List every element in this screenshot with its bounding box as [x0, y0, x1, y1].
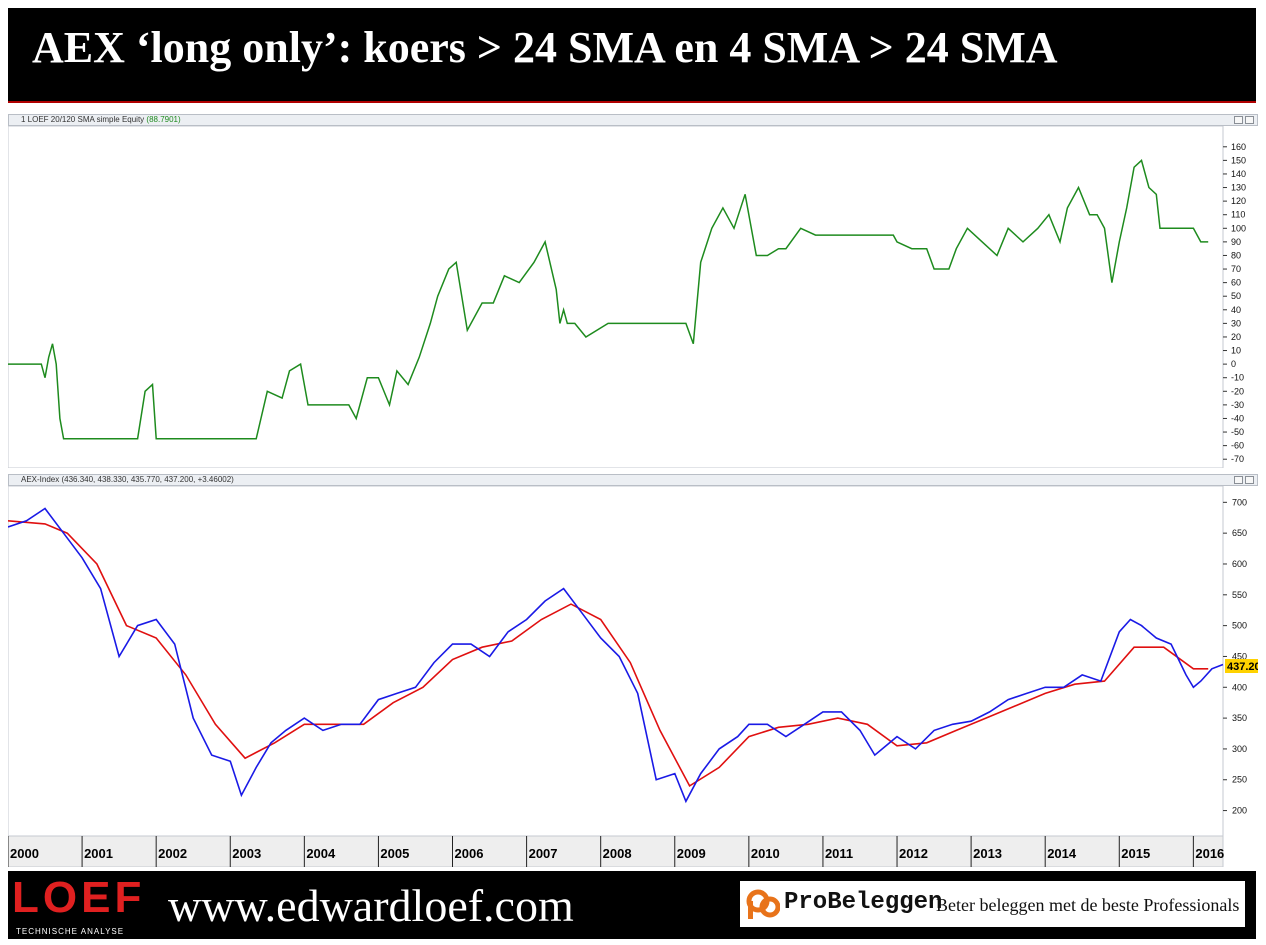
logo-subtitle: TECHNISCHE ANALYSE: [16, 927, 125, 936]
equity-y-tick-label: 160: [1231, 142, 1246, 152]
equity-line: [8, 159, 1209, 440]
year-tick-label: 2005: [380, 846, 409, 861]
last-value-badge-text: 437.20: [1227, 661, 1258, 673]
price-y-tick-label: 250: [1232, 775, 1247, 785]
equity-value: (88.7901): [146, 115, 181, 124]
last-value-badge-box: [1225, 659, 1258, 673]
equity-y-tick-label: 120: [1231, 196, 1246, 206]
year-tick-label: 2013: [973, 846, 1002, 861]
year-tick-label: 2008: [603, 846, 632, 861]
year-tick-label: 2001: [84, 846, 113, 861]
equity-y-tick-label: -20: [1231, 386, 1244, 396]
price-y-tick-label: 650: [1232, 528, 1247, 538]
page-title: AEX ‘long only’: koers > 24 SMA en 4 SMA…: [32, 23, 1058, 72]
sma-24-line: [8, 520, 1209, 788]
year-tick-label: 2015: [1121, 846, 1150, 861]
equity-y-tick-label: -40: [1231, 413, 1244, 423]
title-bar: AEX ‘long only’: koers > 24 SMA en 4 SMA…: [8, 8, 1256, 103]
restore-icon[interactable]: [1234, 476, 1243, 484]
price-panel: AEX-Index (436.340, 438.330, 435.770, 43…: [8, 474, 1258, 867]
close-icon[interactable]: [1245, 476, 1254, 484]
year-tick-label: 2007: [529, 846, 558, 861]
equity-y-tick-label: 50: [1231, 291, 1241, 301]
price-y-tick-label: 200: [1232, 806, 1247, 816]
equity-y-tick-label: -30: [1231, 400, 1244, 410]
price-y-tick-label: 550: [1232, 590, 1247, 600]
year-tick-label: 2014: [1047, 846, 1077, 861]
equity-y-tick-label: 70: [1231, 264, 1241, 274]
equity-y-tick-label: -60: [1231, 441, 1244, 451]
equity-label: 1 LOEF 20/120 SMA simple Equity: [21, 115, 145, 124]
year-tick-label: 2004: [306, 846, 336, 861]
equity-y-tick-label: 110: [1231, 210, 1245, 220]
equity-y-tick-label: 60: [1231, 278, 1241, 288]
year-tick-label: 2000: [10, 846, 39, 861]
equity-y-tick-label: 140: [1231, 169, 1246, 179]
year-tick-label: 2016: [1195, 846, 1224, 861]
year-tick-label: 2003: [232, 846, 261, 861]
year-tick-label: 2012: [899, 846, 928, 861]
equity-y-tick-label: 40: [1231, 305, 1241, 315]
price-y-axis: 700 650 600 550 500 450 400 350 300 250 200: [1223, 497, 1247, 816]
equity-y-axis: 1601501401301201101009080706050403020100…: [1223, 142, 1246, 464]
price-y-tick-label: 300: [1232, 744, 1247, 754]
price-y-tick-label: 400: [1232, 682, 1247, 692]
probeleggen-icon: [746, 889, 780, 919]
probeleggen-banner[interactable]: ProBeleggen Beter beleggen met de beste …: [740, 881, 1245, 927]
equity-y-tick-label: 130: [1231, 183, 1246, 193]
year-tick-label: 2006: [455, 846, 484, 861]
year-tick-label: 2002: [158, 846, 187, 861]
logo-text: LOEF: [12, 873, 146, 922]
price-plot-area: [8, 486, 1224, 837]
price-label: AEX-Index (436.340, 438.330, 435.770, 43…: [21, 475, 234, 484]
equity-y-tick-label: 80: [1231, 250, 1241, 260]
price-x-axis: 2000 2001 2002 2003 2004 2005 2006 2007 2008 2009…: [8, 836, 1224, 867]
equity-y-tick-label: 0: [1231, 359, 1236, 369]
price-y-tick-label: 500: [1232, 621, 1247, 631]
x-axis-band: [8, 835, 1224, 867]
equity-y-tick-label: 90: [1231, 237, 1241, 247]
year-tick-label: 2011: [825, 846, 853, 861]
close-icon[interactable]: [1245, 116, 1254, 124]
restore-icon[interactable]: [1234, 116, 1243, 124]
equity-y-tick-label: -70: [1231, 454, 1244, 464]
year-tick-label: 2009: [677, 846, 706, 861]
aex-price-line: [8, 507, 1224, 804]
equity-y-tick-label: 30: [1231, 318, 1241, 328]
equity-y-tick-label: 150: [1231, 155, 1246, 165]
equity-chart: 1601501401301201101009080706050403020100…: [8, 126, 1246, 468]
price-panel-header: AEX-Index (436.340, 438.330, 435.770, 43…: [8, 474, 1258, 486]
equity-y-tick-label: -50: [1231, 427, 1244, 437]
equity-plot-area: [8, 126, 1224, 468]
equity-y-tick-label: 20: [1231, 332, 1241, 342]
year-tick-label: 2010: [751, 846, 780, 861]
loef-logo[interactable]: LOEF TECHNISCHE ANALYSE: [8, 871, 152, 939]
equity-y-tick-label: 100: [1231, 223, 1246, 233]
price-y-tick-label: 350: [1232, 713, 1247, 723]
equity-y-tick-label: -10: [1231, 373, 1244, 383]
footer: LOEF TECHNISCHE ANALYSE www.edwardloef.c…: [8, 871, 1256, 939]
partner-tagline: Beter beleggen met de beste Professional…: [936, 895, 1240, 915]
price-y-tick-label: 700: [1232, 497, 1247, 507]
price-y-tick-label: 600: [1232, 559, 1247, 569]
equity-y-tick-label: 10: [1231, 346, 1241, 356]
price-y-tick-label: 450: [1232, 651, 1247, 661]
last-value-badge: 437.20: [1225, 659, 1258, 673]
website-link[interactable]: www.edwardloef.com: [168, 880, 574, 931]
equity-panel: 1 LOEF 20/120 SMA simple Equity (88.7901…: [8, 114, 1258, 468]
equity-panel-header: 1 LOEF 20/120 SMA simple Equity (88.7901…: [8, 114, 1258, 126]
partner-name: ProBeleggen: [784, 889, 943, 916]
